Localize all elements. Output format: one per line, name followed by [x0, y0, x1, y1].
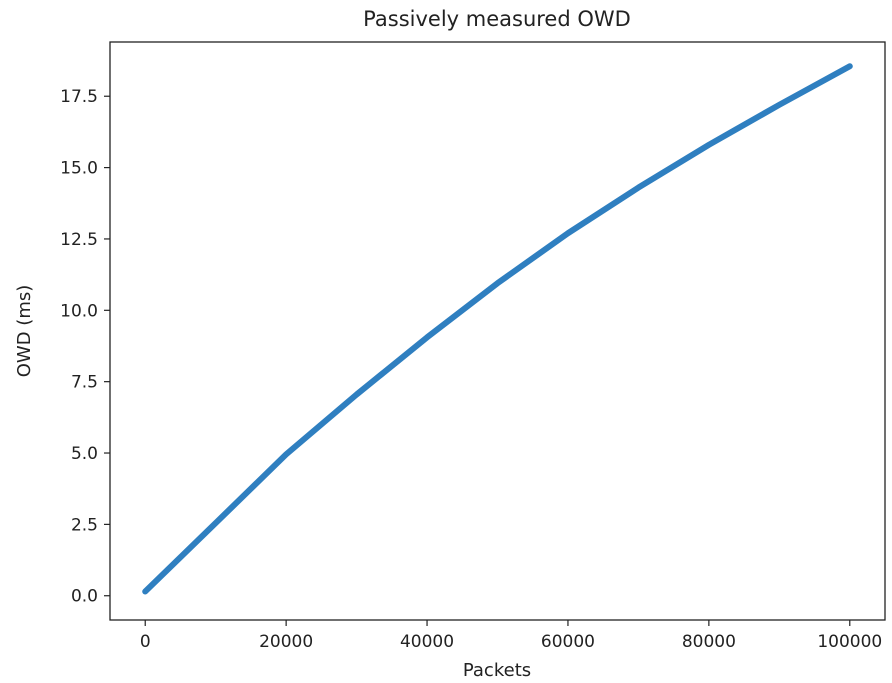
x-tick-label: 100000 [817, 632, 882, 652]
y-axis-title: OWD (ms) [14, 285, 35, 378]
owd-series-line [142, 63, 853, 595]
y-tick-label: 12.5 [60, 230, 98, 250]
chart-title: Passively measured OWD [363, 7, 631, 31]
x-tick-label: 60000 [541, 632, 595, 652]
y-tick-label: 15.0 [60, 159, 98, 179]
y-tick-label: 5.0 [71, 444, 98, 464]
x-tick-label: 20000 [259, 632, 313, 652]
y-tick-label: 2.5 [71, 515, 98, 535]
x-tick-label: 0 [140, 632, 151, 652]
x-axis-title: Packets [463, 660, 531, 681]
plot-area: 0 20000 40000 60000 80000 100000 0.0 2.5 5.0 7.5 1… [60, 41, 886, 652]
y-tick-label: 7.5 [71, 373, 98, 393]
y-tick-label: 10.0 [60, 301, 98, 321]
y-tick-label: 17.5 [60, 87, 98, 107]
plot-frame [109, 41, 886, 621]
x-tick-label: 80000 [682, 632, 736, 652]
x-tick-label: 40000 [400, 632, 454, 652]
y-tick-label: 0.0 [71, 587, 98, 607]
